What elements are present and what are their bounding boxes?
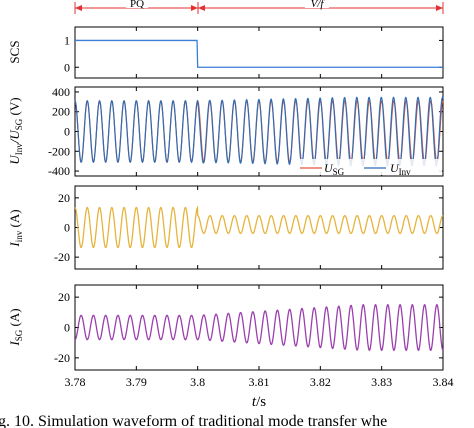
mode-indicator: PQ V/f bbox=[74, 0, 444, 14]
vf-arrow-left bbox=[198, 5, 205, 11]
y-tick-label: 0 bbox=[64, 321, 70, 335]
y-tick-label: -200 bbox=[48, 144, 70, 158]
scs-signal-line bbox=[75, 39, 443, 68]
x-tick-label: 3.82 bbox=[310, 375, 331, 389]
y-tick-label: -20 bbox=[54, 351, 70, 365]
y-tick-label: -20 bbox=[54, 250, 70, 264]
figure-caption: g. 10. Simulation waveform of traditiona… bbox=[0, 413, 387, 428]
pq-arrow-left bbox=[75, 5, 82, 11]
y-tick-label: 0 bbox=[64, 60, 70, 74]
panel-voltage: 400 200 0 -200 -400 UInv/USG (V) USG UInv bbox=[7, 85, 444, 178]
panel-scs: 1 0 SCS bbox=[7, 26, 444, 79]
x-tick-label: 3.8 bbox=[190, 375, 205, 389]
x-tick-label: 3.81 bbox=[249, 375, 270, 389]
vf-arrow-right bbox=[436, 5, 443, 11]
y-tick-label: 200 bbox=[52, 105, 70, 119]
x-tick-label: 3.83 bbox=[371, 375, 392, 389]
x-tick-label: 3.84 bbox=[433, 375, 454, 389]
u-sg-line bbox=[74, 99, 444, 164]
voltage-y-axis-label: UInv/USG (V) bbox=[7, 97, 24, 164]
y-tick-label: 20 bbox=[58, 191, 70, 205]
panel-sg-current: 20 0 -20 ISG (A) bbox=[7, 284, 444, 371]
sg-current-plot-frame bbox=[74, 284, 444, 371]
x-tick-label: 3.78 bbox=[65, 375, 86, 389]
y-tick-label: -400 bbox=[48, 164, 70, 178]
i-inv-line bbox=[74, 205, 444, 249]
i-sg-line bbox=[74, 303, 444, 352]
sg-current-y-axis-label: ISG (A) bbox=[7, 308, 24, 346]
scs-y-axis-label: SCS bbox=[7, 40, 22, 63]
x-tick-label: 3.79 bbox=[126, 375, 147, 389]
pq-mode-label: PQ bbox=[130, 0, 144, 10]
y-tick-label: 0 bbox=[64, 221, 70, 235]
pq-arrow-right bbox=[191, 5, 198, 11]
y-tick-label: 400 bbox=[52, 85, 70, 99]
x-axis-label: t/s bbox=[252, 394, 266, 410]
y-tick-label: 1 bbox=[64, 33, 70, 47]
inverter-current-plot-frame bbox=[74, 185, 444, 270]
legend-u-sg-label: USG bbox=[324, 161, 345, 177]
scs-plot-frame bbox=[74, 26, 444, 79]
y-tick-label: 0 bbox=[64, 125, 70, 139]
y-tick-label: 20 bbox=[58, 290, 70, 304]
vf-mode-label: V/f bbox=[311, 0, 326, 10]
legend-u-inv-label: UInv bbox=[390, 161, 411, 177]
voltage-legend: USG UInv bbox=[298, 159, 442, 177]
panel-inverter-current: 20 0 -20 Iinv (A) bbox=[7, 185, 444, 270]
u-inv-line bbox=[74, 96, 444, 167]
x-axis: 3.78 3.79 3.8 3.81 3.82 3.83 3.84 bbox=[65, 375, 454, 389]
inverter-current-y-axis-label: Iinv (A) bbox=[7, 209, 24, 247]
